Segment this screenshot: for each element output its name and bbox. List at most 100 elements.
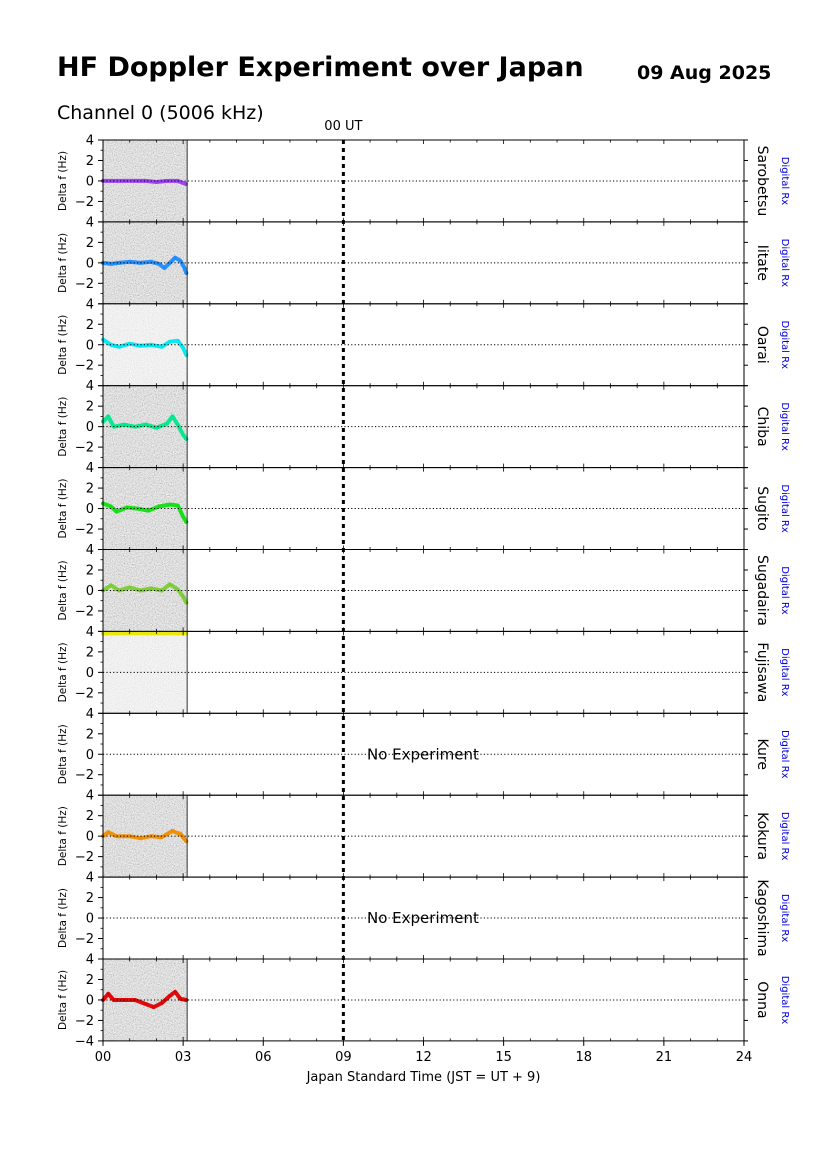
y-tick-label: −2 bbox=[75, 686, 94, 701]
x-axis-label: Japan Standard Time (JST = UT + 9) bbox=[306, 1070, 541, 1085]
y-tick-label: −2 bbox=[75, 277, 94, 292]
station-label: Sarobetsu bbox=[754, 146, 770, 217]
data-point bbox=[141, 631, 145, 636]
data-point bbox=[117, 261, 121, 265]
data-point bbox=[176, 423, 180, 427]
data-point bbox=[176, 339, 180, 343]
data-point bbox=[114, 510, 118, 514]
y-tick-label: 4 bbox=[86, 461, 94, 476]
x-tick-label: 03 bbox=[175, 1050, 192, 1065]
y-tick-label: 4 bbox=[86, 953, 94, 968]
data-point bbox=[176, 503, 180, 508]
panel-kokura: 4 2 0 −2 Delta f (Hz) Kokura Digital Rx bbox=[57, 789, 790, 878]
data-point bbox=[144, 423, 148, 427]
y-axis-label: Delta f (Hz) bbox=[57, 724, 69, 784]
panel-onna: 4 2 0 −2 −4 Delta f (Hz) Onna Digital Rx bbox=[57, 953, 790, 1050]
y-tick-label: −2 bbox=[75, 359, 94, 374]
y-tick-label: 2 bbox=[86, 973, 94, 988]
data-point bbox=[154, 426, 158, 430]
receiver-label: Digital Rx bbox=[779, 157, 790, 206]
station-label: Kure bbox=[754, 739, 770, 770]
x-tick-label: 09 bbox=[335, 1050, 352, 1065]
y-tick-label: 0 bbox=[86, 256, 94, 271]
x-tick-label: 12 bbox=[415, 1050, 432, 1065]
y-tick-label: 0 bbox=[86, 748, 94, 763]
x-tick-label: 21 bbox=[656, 1050, 673, 1065]
data-point bbox=[149, 586, 153, 591]
station-label: Iitate bbox=[754, 245, 770, 281]
panel-iitate: 4 2 0 −2 Delta f (Hz) Iitate Digital Rx bbox=[57, 215, 790, 305]
data-point bbox=[152, 1005, 156, 1009]
data-point bbox=[144, 1002, 148, 1006]
y-tick-label: 4 bbox=[86, 707, 94, 722]
data-point bbox=[170, 829, 174, 833]
receiver-label: Digital Rx bbox=[779, 812, 790, 861]
y-tick-label: 0 bbox=[86, 666, 94, 681]
station-label: Oarai bbox=[754, 326, 770, 364]
data-point bbox=[168, 631, 172, 636]
y-axis-label: Delta f (Hz) bbox=[57, 151, 69, 211]
station-label: Onna bbox=[754, 981, 770, 1018]
y-tick-label: −4 bbox=[75, 1034, 94, 1049]
panel-fujisawa: 4 2 0 −2 Delta f (Hz) Fujisawa Digital Rx bbox=[57, 625, 790, 714]
y-tick-label: 4 bbox=[86, 789, 94, 804]
y-tick-label: −2 bbox=[75, 604, 94, 619]
y-tick-label: 4 bbox=[86, 379, 94, 394]
data-point bbox=[133, 998, 137, 1002]
data-point bbox=[176, 179, 180, 183]
y-tick-label: −2 bbox=[75, 1014, 94, 1029]
x-tick-label: 24 bbox=[736, 1050, 753, 1065]
data-point bbox=[117, 345, 121, 349]
receiver-label: Digital Rx bbox=[779, 239, 790, 288]
station-label: Kagoshima bbox=[754, 879, 770, 956]
series-line-kokura bbox=[101, 829, 189, 844]
y-tick-label: −2 bbox=[75, 850, 94, 865]
y-tick-label: 2 bbox=[86, 645, 94, 660]
y-axis-label: Delta f (Hz) bbox=[57, 397, 69, 457]
y-axis-label: Delta f (Hz) bbox=[57, 888, 69, 948]
data-point bbox=[128, 585, 132, 590]
data-point bbox=[168, 261, 172, 265]
y-tick-label: 4 bbox=[86, 297, 94, 312]
experiment-date: 09 Aug 2025 bbox=[637, 62, 772, 84]
y-tick-label: 0 bbox=[86, 912, 94, 927]
data-point bbox=[122, 423, 126, 427]
y-tick-label: −2 bbox=[75, 768, 94, 783]
panel-sugito: 4 2 0 −2 Delta f (Hz) Sugito Digital Rx bbox=[57, 461, 790, 551]
y-axis-label: Delta f (Hz) bbox=[57, 560, 69, 620]
receiver-label: Digital Rx bbox=[779, 484, 790, 533]
y-tick-label: 4 bbox=[86, 215, 94, 230]
page-title: HF Doppler Experiment over Japan bbox=[57, 52, 584, 83]
receiver-label: Digital Rx bbox=[779, 730, 790, 779]
channel-label: Channel 0 (5006 kHz) bbox=[57, 102, 264, 124]
station-label: Kokura bbox=[754, 812, 770, 860]
x-tick-label: 15 bbox=[495, 1050, 512, 1065]
data-point bbox=[182, 266, 187, 270]
station-label: Chiba bbox=[754, 407, 770, 447]
receiver-label: Digital Rx bbox=[779, 402, 790, 451]
data-point bbox=[149, 260, 153, 264]
y-tick-label: −2 bbox=[75, 523, 94, 538]
y-axis-label: Delta f (Hz) bbox=[57, 233, 69, 293]
y-tick-label: 2 bbox=[86, 563, 94, 578]
y-axis-label: Delta f (Hz) bbox=[57, 970, 69, 1030]
panel-sarobetsu: 4 2 0 −2 Delta f (Hz) Sarobetsu Digital Rx bbox=[57, 134, 790, 223]
y-tick-label: 2 bbox=[86, 482, 94, 497]
data-point bbox=[181, 595, 185, 599]
data-point bbox=[168, 502, 172, 507]
data-point bbox=[114, 834, 118, 838]
x-tick-label: 18 bbox=[575, 1050, 592, 1065]
data-point bbox=[178, 259, 183, 263]
data-point bbox=[117, 588, 121, 593]
y-tick-label: 2 bbox=[86, 318, 94, 333]
y-tick-label: 2 bbox=[86, 400, 94, 415]
ut-marker-label: 00 UT bbox=[324, 119, 362, 134]
y-tick-label: 0 bbox=[86, 174, 94, 189]
data-point bbox=[168, 994, 172, 998]
y-tick-label: 0 bbox=[86, 584, 94, 599]
data-point bbox=[138, 836, 142, 840]
y-tick-label: −2 bbox=[75, 932, 94, 947]
